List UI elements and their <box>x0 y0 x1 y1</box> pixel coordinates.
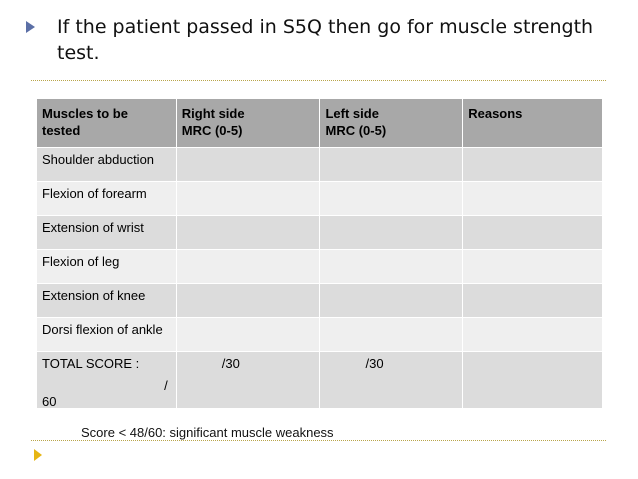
bottom-divider <box>31 440 606 441</box>
right-cell <box>175 215 321 250</box>
muscle-cell: Flexion of leg <box>36 249 177 284</box>
left-cell <box>319 249 464 284</box>
top-divider <box>31 80 606 81</box>
bullet-arrow-icon <box>26 21 35 33</box>
muscle-cell: Extension of wrist <box>36 215 177 250</box>
table-row: Shoulder abduction <box>36 147 603 182</box>
total-label-cell: TOTAL SCORE : / 60 <box>36 351 177 409</box>
table-row: Flexion of leg <box>36 249 603 284</box>
muscle-cell: Flexion of forearm <box>36 181 177 216</box>
table-header-row: Muscles to be tested Right side MRC (0-5) … <box>36 98 603 148</box>
header-muscles: Muscles to be tested <box>36 98 177 148</box>
table-row: Dorsi flexion of ankle <box>36 317 603 352</box>
right-cell <box>175 249 321 284</box>
table-row: Extension of wrist <box>36 215 603 250</box>
reason-cell <box>462 317 603 352</box>
left-cell <box>319 147 464 182</box>
reason-cell <box>462 249 603 284</box>
header-left-side: Left side MRC (0-5) <box>319 98 464 148</box>
total-reasons-cell <box>462 351 603 409</box>
right-cell <box>175 283 321 318</box>
total-right-value: /30 <box>221 356 240 371</box>
muscle-cell: Shoulder abduction <box>36 147 177 182</box>
reason-cell <box>462 283 603 318</box>
right-cell <box>175 181 321 216</box>
total-max: 60 <box>42 394 57 409</box>
header-reasons: Reasons <box>462 98 603 148</box>
left-cell <box>319 181 464 216</box>
total-left-cell: /30 <box>319 351 464 409</box>
right-cell <box>175 147 321 182</box>
muscle-cell: Extension of knee <box>36 283 177 318</box>
score-note: Score < 48/60: significant muscle weakne… <box>81 425 334 440</box>
bullet-point: If the patient passed in S5Q then go for… <box>26 14 616 66</box>
left-cell <box>319 317 464 352</box>
header-right-side: Right side MRC (0-5) <box>175 98 321 148</box>
muscle-cell: Dorsi flexion of ankle <box>36 317 177 352</box>
total-label: TOTAL SCORE : <box>42 356 140 371</box>
reason-cell <box>462 181 603 216</box>
corner-arrow-icon <box>34 449 42 461</box>
muscle-strength-table: Muscles to be tested Right side MRC (0-5) … <box>36 98 603 409</box>
total-row: TOTAL SCORE : / 60 /30 /30 <box>36 351 603 409</box>
reason-cell <box>462 215 603 250</box>
table-row: Flexion of forearm <box>36 181 603 216</box>
total-left-value: /30 <box>365 356 384 371</box>
bullet-text: If the patient passed in S5Q then go for… <box>57 16 594 64</box>
total-right-cell: /30 <box>175 351 321 409</box>
table-row: Extension of knee <box>36 283 603 318</box>
total-slash: / <box>164 378 168 393</box>
right-cell <box>175 317 321 352</box>
left-cell <box>319 215 464 250</box>
left-cell <box>319 283 464 318</box>
reason-cell <box>462 147 603 182</box>
